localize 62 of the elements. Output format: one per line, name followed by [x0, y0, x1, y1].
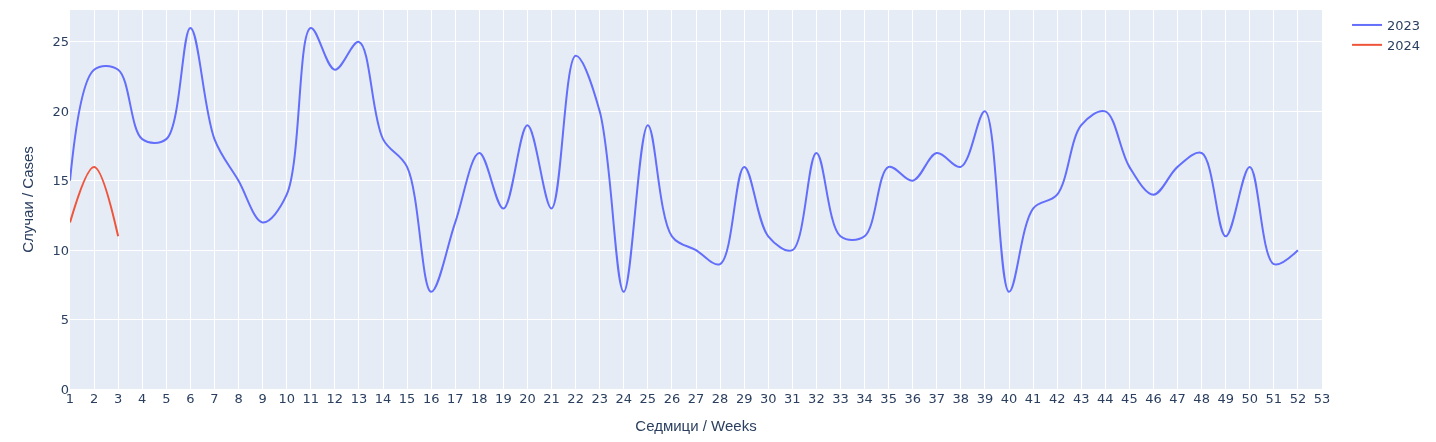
x-tick-label: 35	[880, 391, 897, 406]
x-tick-label: 43	[1072, 391, 1090, 406]
x-tick-label: 42	[1048, 391, 1066, 406]
x-tick-label: 48	[1193, 391, 1210, 406]
y-tick-label: 25	[52, 34, 69, 50]
x-tick-label: 37	[928, 391, 946, 406]
x-tick-label: 39	[976, 391, 994, 406]
x-tick-label: 19	[495, 391, 512, 406]
x-tick-label: 40	[1000, 391, 1018, 406]
x-tick-label: 3	[114, 391, 123, 406]
x-tick-label: 24	[615, 391, 633, 406]
y-tick-label: 15	[52, 173, 69, 189]
x-tick-label: 6	[186, 391, 195, 406]
x-tick-label: 34	[856, 391, 873, 406]
x-tick-label: 18	[471, 391, 488, 406]
x-axis-title: Седмици / Weeks	[635, 417, 757, 434]
x-tick-label: 2	[89, 391, 99, 406]
x-tick-label: 45	[1121, 391, 1138, 406]
x-tick-label: 23	[591, 391, 608, 406]
x-tick-label: 32	[808, 391, 825, 406]
line-series	[70, 27, 1299, 293]
x-tick-label: 5	[162, 391, 171, 406]
y-tick-label: 20	[52, 103, 69, 119]
x-tick-label: 27	[687, 391, 705, 406]
x-tick-label: 29	[735, 391, 753, 406]
y-tick-label: 10	[52, 242, 69, 258]
x-tick-label: 51	[1265, 391, 1283, 406]
x-tick-label: 31	[784, 391, 801, 406]
x-tick-label: 10	[278, 391, 295, 406]
x-tick-label: 47	[1169, 391, 1186, 406]
x-tick-label: 30	[759, 391, 777, 406]
x-tick-label: 44	[1097, 391, 1114, 406]
x-tick-label: 22	[567, 391, 584, 406]
x-tick-label: 38	[952, 391, 970, 406]
x-tick-label: 8	[234, 391, 243, 406]
x-tick-label: 20	[519, 391, 536, 406]
x-tick-label: 12	[326, 391, 344, 406]
x-tick-label: 28	[711, 391, 729, 406]
x-tick-label: 16	[422, 391, 440, 406]
y-tick-label: 5	[60, 312, 69, 328]
x-tick-label: 11	[302, 391, 320, 406]
x-tick-label: 9	[258, 391, 267, 406]
x-tick-label: 14	[374, 391, 392, 406]
x-tick-label: 15	[398, 391, 416, 406]
x-tick-label: 53	[1313, 391, 1331, 406]
x-tick-label: 4	[138, 391, 147, 406]
x-tick-label: 33	[832, 391, 849, 406]
x-tick-label: 21	[543, 391, 560, 406]
x-tick-label: 36	[904, 391, 921, 406]
legend-label: 2024	[1387, 37, 1421, 53]
x-tick-label: 13	[350, 391, 368, 406]
x-tick-label: 17	[446, 391, 464, 406]
x-tick-label: 50	[1241, 391, 1259, 406]
x-tick-label: 46	[1145, 391, 1162, 406]
x-tick-label: 7	[210, 391, 219, 406]
x-tick-label: 25	[639, 391, 657, 406]
y-axis-title: Случаи / Cases	[18, 146, 36, 253]
x-tick-label: 49	[1217, 391, 1234, 406]
x-tick-label: 52	[1289, 391, 1307, 406]
x-tick-label: 26	[663, 391, 681, 406]
legend-label: 2023	[1387, 18, 1421, 34]
x-tick-label: 41	[1024, 391, 1042, 406]
